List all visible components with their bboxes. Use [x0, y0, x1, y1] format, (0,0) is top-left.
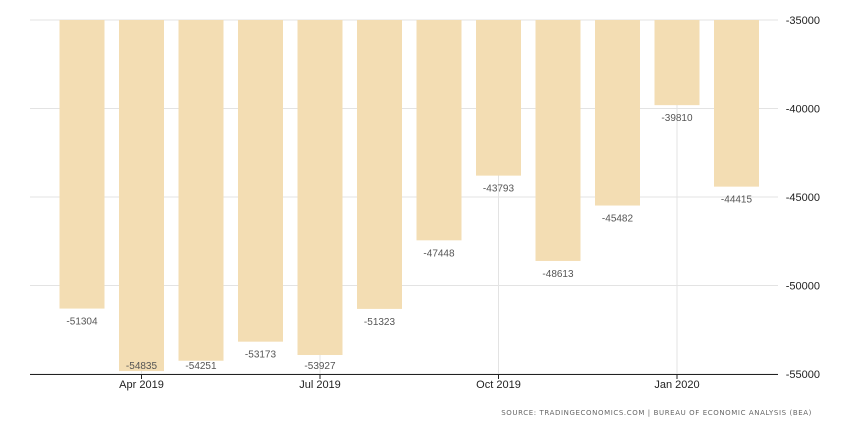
data-label: -53927 — [304, 361, 336, 372]
data-label: -48613 — [542, 269, 574, 280]
y-tick-label: -40000 — [786, 104, 820, 116]
y-tick-label: -45000 — [786, 192, 820, 204]
data-label: -44415 — [721, 195, 753, 206]
x-tick-label: Oct 2019 — [476, 379, 521, 391]
x-tick-label: Jan 2020 — [654, 379, 699, 391]
y-tick-label: -55000 — [786, 369, 820, 381]
data-label: -53173 — [245, 350, 277, 361]
bar — [357, 20, 402, 309]
bar — [416, 20, 462, 241]
bar — [238, 20, 283, 342]
data-label: -39810 — [661, 113, 693, 124]
data-label: -51304 — [66, 317, 98, 328]
data-labels: -51304 -54835 -54251 -53173 -53927 -51323 -474… — [66, 113, 752, 372]
bar — [595, 20, 640, 206]
source-note: SOURCE: TRADINGECONOMICS.COM | BUREAU OF… — [501, 409, 812, 417]
x-tick-label: Apr 2019 — [119, 379, 164, 391]
bar — [535, 20, 581, 261]
data-label: -43793 — [483, 184, 515, 195]
data-label: -51323 — [364, 317, 396, 328]
bars — [59, 20, 759, 372]
y-tick-label: -50000 — [786, 281, 820, 293]
bar — [178, 20, 224, 361]
bar — [654, 20, 700, 106]
x-tick-label: Jul 2019 — [299, 379, 341, 391]
data-label: -47448 — [423, 248, 455, 259]
data-label: -45482 — [602, 214, 634, 225]
data-label: -54251 — [185, 361, 217, 372]
bar — [59, 20, 105, 309]
bar — [119, 20, 164, 372]
bar — [476, 20, 521, 176]
bar — [297, 20, 343, 356]
data-label: -54835 — [126, 361, 158, 372]
axes: -35000 -40000 -45000 -50000 -55000 Apr 2019 Ju… — [30, 15, 820, 391]
y-tick-label: -35000 — [786, 15, 820, 27]
bar — [714, 20, 759, 187]
